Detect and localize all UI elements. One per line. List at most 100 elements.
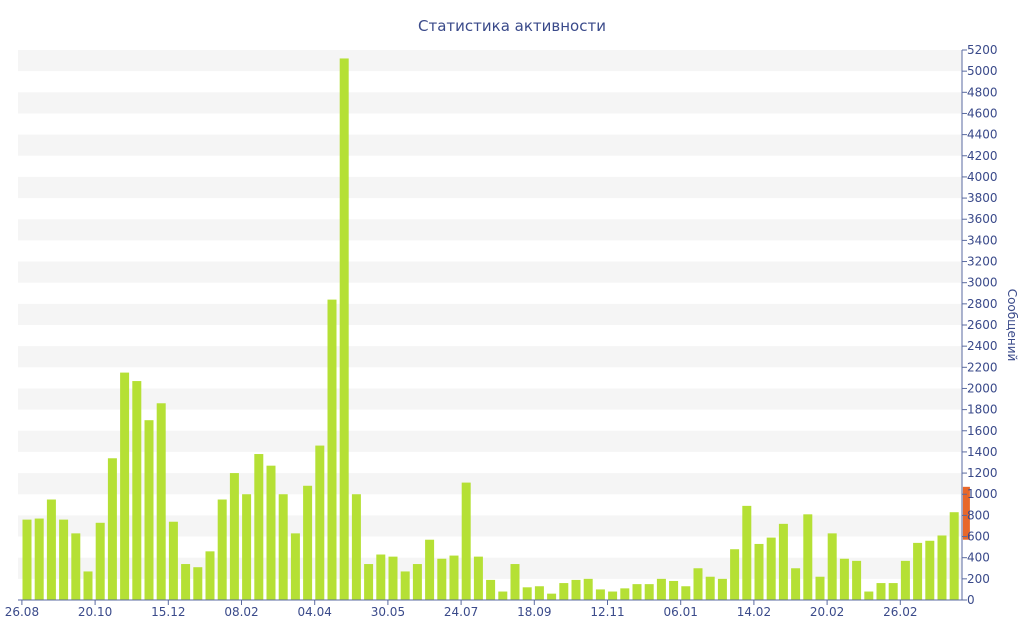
- x-tick-label: 15.12: [151, 605, 185, 619]
- y-tick-label: 800: [967, 508, 990, 522]
- y-tick-label: 3600: [967, 212, 998, 226]
- x-tick-label: 20.02: [810, 605, 844, 619]
- bar: [22, 519, 32, 600]
- bar: [181, 564, 191, 600]
- bar: [888, 583, 898, 600]
- bar: [559, 583, 569, 600]
- bar: [693, 568, 703, 600]
- grid-band: [18, 92, 962, 114]
- bar: [656, 578, 666, 600]
- bar: [608, 591, 618, 600]
- bar: [852, 560, 862, 600]
- y-tick-label: 4600: [967, 106, 998, 120]
- bar: [461, 482, 471, 600]
- bar: [534, 586, 544, 600]
- bar: [266, 465, 276, 600]
- bar: [95, 522, 105, 600]
- current-period-group: [962, 486, 970, 540]
- grid-band: [18, 134, 962, 156]
- x-tick-label: 24.07: [444, 605, 478, 619]
- bar: [83, 571, 93, 600]
- y-tick-label: 2000: [967, 381, 998, 395]
- grid-band: [18, 346, 962, 368]
- bar: [498, 591, 508, 600]
- grid-band: [18, 515, 962, 537]
- x-tick-label: 12.11: [590, 605, 624, 619]
- x-tick-label: 14.02: [737, 605, 771, 619]
- bar: [742, 505, 752, 600]
- bar: [46, 499, 56, 600]
- y-tick-label: 2200: [967, 360, 998, 374]
- bar: [632, 584, 642, 600]
- bar: [412, 564, 422, 600]
- y-tick-label: 3000: [967, 276, 998, 290]
- bar: [254, 454, 264, 600]
- bar: [34, 518, 44, 600]
- y-tick-label: 3800: [967, 191, 998, 205]
- y-tick-label: 1200: [967, 466, 998, 480]
- bar: [839, 558, 849, 600]
- y-tick-label: 1600: [967, 424, 998, 438]
- y-tick-label: 2400: [967, 339, 998, 353]
- bar: [583, 578, 593, 600]
- grid-bands: [18, 50, 962, 579]
- x-tick-label: 08.02: [224, 605, 258, 619]
- y-tick-label: 600: [967, 530, 990, 544]
- bar: [205, 551, 215, 600]
- bar: [242, 494, 252, 600]
- y-tick-label: 5200: [967, 43, 998, 57]
- bar: [278, 494, 288, 600]
- y-tick-label: 200: [967, 572, 990, 586]
- bar: [620, 588, 630, 600]
- bar: [900, 560, 910, 600]
- bar: [937, 535, 947, 600]
- bar: [388, 556, 398, 600]
- x-tick-label: 20.10: [78, 605, 112, 619]
- y-tick-label: 4800: [967, 85, 998, 99]
- current-period-bar: [962, 486, 970, 540]
- bar: [327, 299, 337, 600]
- bar: [376, 554, 386, 600]
- bar: [59, 519, 69, 600]
- bar: [486, 579, 496, 600]
- bar: [669, 580, 679, 600]
- bar: [425, 539, 435, 600]
- y-tick-label: 1400: [967, 445, 998, 459]
- chart-title: Статистика активности: [418, 17, 606, 35]
- bar: [107, 458, 117, 600]
- bar: [876, 583, 886, 600]
- bar: [705, 576, 715, 600]
- bar: [144, 420, 154, 600]
- bar: [827, 533, 837, 600]
- y-tick-label: 4400: [967, 128, 998, 142]
- grid-band: [18, 388, 962, 410]
- bar: [351, 494, 361, 600]
- bar: [290, 533, 300, 600]
- bar: [815, 576, 825, 600]
- x-tick-label: 30.05: [371, 605, 405, 619]
- bar: [193, 567, 203, 600]
- bar: [766, 537, 776, 600]
- grid-band: [18, 261, 962, 283]
- bar: [229, 473, 239, 600]
- bar: [132, 381, 142, 600]
- bar: [71, 533, 81, 600]
- grid-band: [18, 50, 962, 72]
- bar: [156, 403, 166, 600]
- bar: [120, 372, 130, 600]
- y-tick-label: 1000: [967, 487, 998, 501]
- bar: [400, 571, 410, 600]
- bar: [595, 589, 605, 600]
- grid-band: [18, 303, 962, 325]
- bar: [949, 512, 959, 600]
- x-axis-ticks: 26.08 20.10 15.12 08.02 04.04 30.05 24.07 18.09…: [5, 600, 917, 619]
- y-tick-label: 0: [967, 593, 975, 607]
- y-tick-label: 5000: [967, 64, 998, 78]
- bar: [315, 445, 325, 600]
- y-tick-label: 400: [967, 551, 990, 565]
- x-tick-label: 18.09: [517, 605, 551, 619]
- bar: [913, 542, 923, 600]
- bar: [644, 584, 654, 600]
- bar: [168, 521, 178, 600]
